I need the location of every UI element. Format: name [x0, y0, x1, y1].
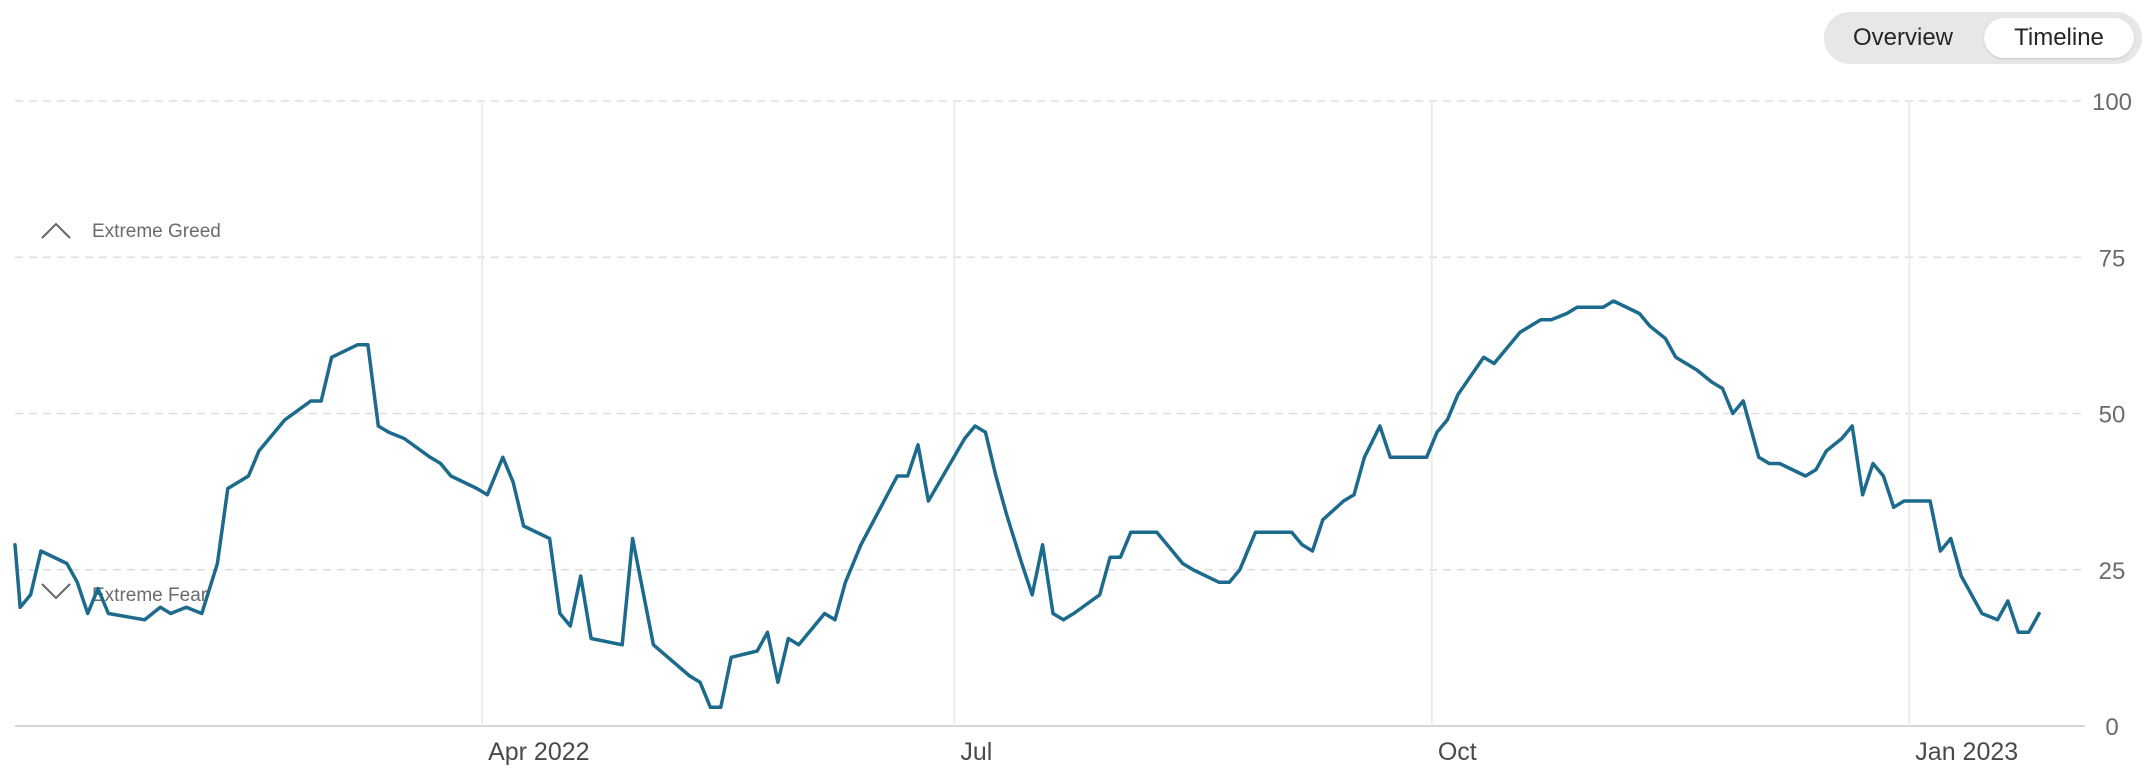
- x-tick-label: Jan 2023: [1915, 738, 2018, 766]
- series-group: [13, 299, 2041, 710]
- chart-annotations: Extreme Greed Extreme Fear: [41, 221, 221, 606]
- y-tick-label: 0: [2105, 714, 2118, 741]
- overview-tab[interactable]: Overview: [1852, 24, 1954, 51]
- x-tick-label: Oct: [1438, 738, 1477, 766]
- x-tick-label: Apr 2022: [488, 738, 589, 766]
- y-tick-label: 25: [2099, 558, 2126, 585]
- y-tick-label: 100: [2092, 89, 2132, 116]
- chart-grid: [15, 100, 2085, 727]
- x-tick-label: Jul: [960, 738, 992, 766]
- extreme-fear-label: Extreme Fear: [92, 585, 208, 606]
- extreme-greed-label: Extreme Greed: [92, 221, 221, 242]
- timeline-tab[interactable]: Timeline: [1984, 18, 2134, 58]
- y-tick-label: 75: [2099, 245, 2126, 272]
- down-chevron-icon: [41, 583, 71, 600]
- y-tick-label: 50: [2099, 402, 2126, 429]
- x-axis-ticks: Apr 2022 Jul Oct Jan 2023: [488, 738, 2018, 766]
- up-chevron-icon: [41, 222, 71, 239]
- series-line: [13, 299, 2041, 710]
- y-axis-ticks: 0 25 50 75 100: [2092, 89, 2132, 741]
- view-toggle: Overview Timeline: [1824, 12, 2142, 64]
